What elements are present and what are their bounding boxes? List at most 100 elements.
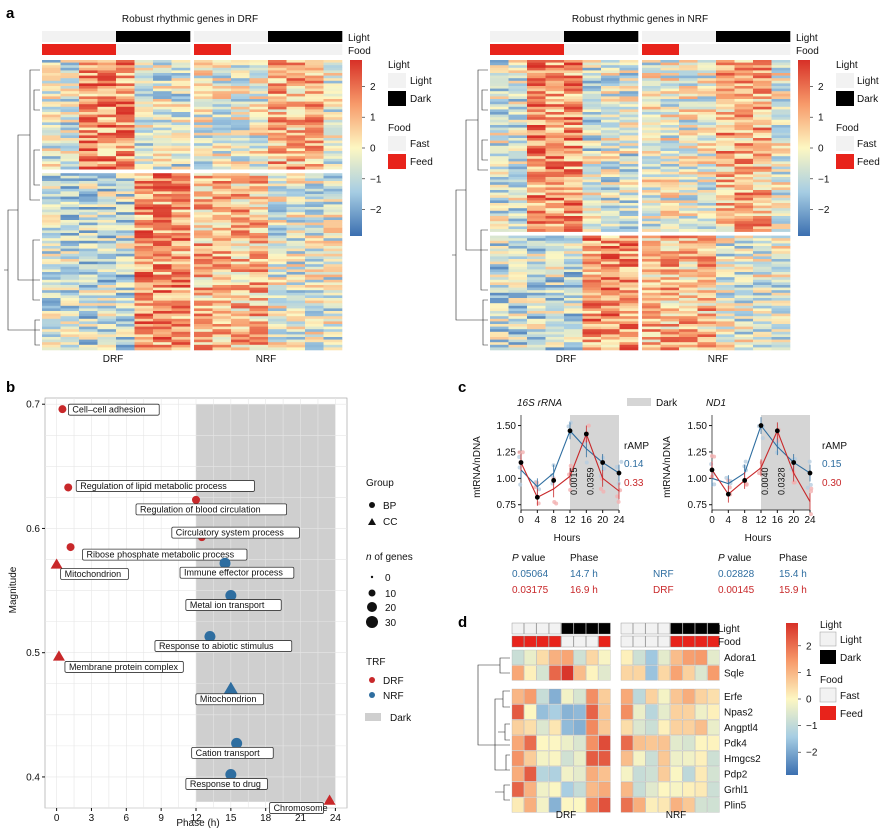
heat-cell	[79, 324, 98, 327]
heat-cell	[660, 243, 680, 247]
heat-cell	[716, 321, 735, 325]
heat-cell	[305, 305, 324, 309]
heat-cell	[660, 274, 680, 278]
mean-point	[742, 478, 748, 483]
heat-cell	[545, 135, 565, 139]
heat-cell	[564, 83, 583, 87]
heat-cell	[42, 230, 61, 234]
heat-cell	[734, 109, 754, 113]
heat-cell	[42, 214, 61, 218]
heat-cell	[171, 259, 191, 262]
heat-cell	[771, 342, 791, 346]
heat-cell	[286, 101, 306, 105]
stats-right-drf-phase: 15.9 h	[779, 585, 807, 596]
heat-cell	[79, 78, 98, 82]
heat-cell	[153, 96, 172, 100]
heat-cell	[527, 205, 546, 209]
heat-cell	[42, 282, 61, 286]
heat-cell	[753, 298, 772, 301]
heat-cell	[660, 282, 680, 286]
heat-cell	[564, 287, 583, 291]
heat-cell	[697, 83, 717, 87]
heat-cell	[60, 334, 80, 338]
heat-cell	[619, 274, 639, 278]
heat-cell	[545, 184, 565, 188]
heat-cell	[527, 187, 546, 191]
heat-cell	[171, 122, 191, 126]
heat-cell	[42, 153, 61, 157]
heat-cell	[619, 164, 639, 167]
heat-cell	[305, 67, 324, 71]
heat-cell	[716, 96, 735, 100]
light-track-cell	[660, 31, 680, 42]
heat-cell	[305, 175, 324, 179]
heat-cell	[305, 298, 324, 301]
d-heat-cell	[645, 781, 658, 798]
heat-cell	[582, 240, 602, 244]
heat-cell	[697, 153, 717, 157]
replicate-point	[520, 450, 525, 455]
heat-cell	[42, 347, 61, 351]
heat-cell	[268, 295, 287, 299]
heat-cell	[490, 140, 509, 144]
heat-cell	[545, 138, 565, 141]
cc-marker	[50, 558, 63, 569]
heat-cell	[716, 216, 735, 219]
heat-cell	[642, 73, 661, 76]
heat-cell	[153, 127, 172, 131]
heat-cell	[697, 264, 717, 268]
heat-cell	[153, 151, 172, 154]
heat-cell	[753, 65, 772, 69]
d-heat-cell	[682, 665, 695, 681]
d-heat-cell	[548, 649, 562, 666]
heat-cell	[194, 256, 213, 260]
light-track-cell	[194, 31, 213, 42]
heat-cell	[582, 205, 602, 209]
heat-cell	[194, 277, 213, 281]
heat-cell	[601, 187, 620, 191]
heat-cell	[619, 177, 639, 180]
heat-cell	[734, 213, 754, 217]
heat-cell	[116, 194, 135, 197]
heat-cell	[171, 287, 191, 291]
heat-cell	[716, 67, 735, 71]
heat-cell	[619, 246, 639, 249]
heat-cell	[734, 86, 754, 89]
heat-cell	[171, 230, 191, 234]
heat-cell	[619, 65, 639, 69]
heat-cell	[545, 303, 565, 307]
replicate-point	[518, 482, 523, 487]
heat-cell	[527, 256, 546, 260]
heat-cell	[771, 316, 791, 320]
heat-cell	[116, 127, 135, 131]
dark-period	[570, 415, 619, 510]
heat-cell	[268, 282, 287, 286]
heat-cell	[153, 153, 172, 157]
heat-cell	[660, 161, 680, 165]
heat-cell	[323, 183, 343, 187]
heat-cell	[286, 191, 306, 195]
replicate-point	[601, 489, 606, 494]
heat-cell	[716, 292, 735, 296]
heat-cell	[582, 135, 602, 139]
heat-cell	[716, 132, 735, 136]
heat-cell	[508, 73, 528, 76]
replicate-point	[775, 438, 780, 443]
heat-cell	[212, 225, 232, 229]
bp-marker	[66, 543, 75, 552]
heat-cell	[753, 238, 772, 242]
heat-cell	[268, 233, 287, 236]
heat-cell	[753, 218, 772, 222]
heat-cell	[508, 91, 528, 95]
heat-cell	[753, 67, 772, 71]
heat-cell	[323, 331, 343, 335]
heat-cell	[601, 145, 620, 149]
heat-cell	[716, 246, 735, 249]
heat-cell	[116, 233, 135, 236]
light-track-cell	[60, 31, 80, 42]
heat-cell	[660, 269, 680, 273]
heat-cell	[268, 204, 287, 208]
heat-cell	[582, 266, 602, 270]
heat-cell	[60, 285, 80, 288]
heat-cell	[116, 272, 135, 275]
